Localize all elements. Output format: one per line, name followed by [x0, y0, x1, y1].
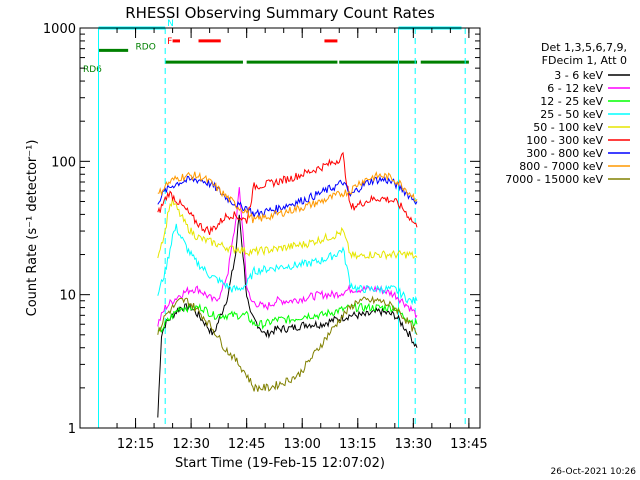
legend-header: Det 1,3,5,6,7,9,	[541, 41, 627, 54]
legend-entry: 6 - 12 keV	[547, 82, 603, 95]
x-tick-label: 12:15	[117, 437, 154, 452]
legend-header: FDecim 1, Att 0	[542, 54, 627, 67]
series-line	[157, 214, 418, 418]
x-axis-label: Start Time (19-Feb-15 12:07:02)	[175, 456, 385, 471]
x-tick-label: 12:45	[228, 437, 265, 452]
legend: Det 1,3,5,6,7,9,FDecim 1, Att 0 3 - 6 keV…	[505, 41, 630, 186]
legend-entry: 100 - 300 keV	[526, 134, 603, 147]
series-lines	[157, 151, 418, 418]
legend-entry: 800 - 7000 keV	[519, 160, 603, 173]
x-tick-label: 13:00	[283, 437, 320, 452]
event-markers	[98, 28, 466, 428]
plot-frame	[79, 27, 481, 429]
x-tick-label: 13:45	[450, 437, 487, 452]
legend-entry: 25 - 50 keV	[540, 108, 603, 121]
flag-label: RDO	[136, 42, 156, 52]
y-tick-label: 1000	[43, 22, 76, 37]
legend-entry: 12 - 25 keV	[540, 95, 603, 108]
y-tick-label: 100	[51, 155, 76, 170]
y-axis-label: Count Rate (s⁻¹ detector⁻¹)	[25, 140, 40, 317]
y-tick-label: 10	[59, 289, 76, 304]
flag-label: RD6	[83, 65, 102, 75]
series-line	[157, 302, 418, 333]
legend-entry: 7000 - 15000 keV	[505, 173, 603, 186]
x-tick-label: 13:15	[339, 437, 376, 452]
series-line	[157, 197, 418, 261]
series-line	[157, 223, 418, 306]
timestamp-stamp: 26-Oct-2021 10:26	[551, 467, 637, 477]
flag-label: F	[167, 37, 172, 47]
series-line	[157, 295, 418, 392]
x-tick-label: 12:30	[172, 437, 209, 452]
legend-entry: 300 - 800 keV	[526, 147, 603, 160]
y-axis-ticks: 1 10 100 1000	[43, 22, 480, 437]
chart-title: RHESSI Observing Summary Count Rates	[125, 4, 435, 22]
flag-label: N	[167, 19, 174, 29]
observing-flags: NF RDO RD6	[83, 19, 469, 75]
legend-entry: 50 - 100 keV	[533, 121, 603, 134]
y-tick-label: 1	[68, 422, 76, 437]
series-line	[157, 151, 418, 236]
legend-entry: 3 - 6 keV	[554, 69, 603, 82]
x-axis-ticks: 12:15 12:30 12:45 13:00 13:15 13:30 13:45	[116, 28, 488, 452]
series-line	[157, 170, 418, 224]
x-tick-label: 13:30	[395, 437, 432, 452]
